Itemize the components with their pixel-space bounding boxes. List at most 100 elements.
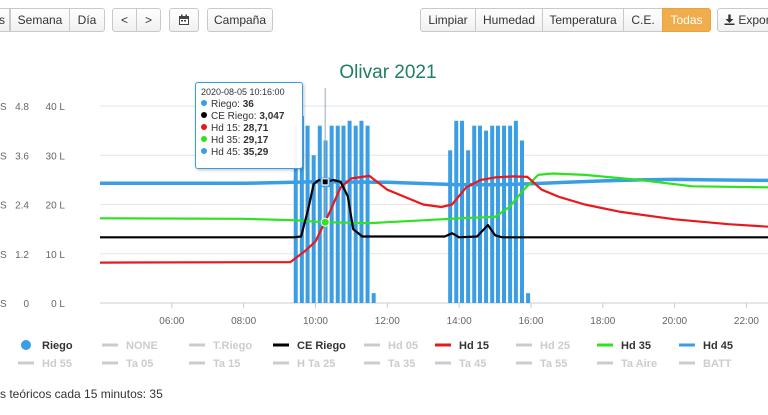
x-tick-label: 22:00 (734, 316, 759, 327)
x-tick-label: 14:00 (447, 316, 472, 327)
riego-bar (490, 125, 495, 303)
humidity-button[interactable]: Humedad (475, 8, 543, 32)
riego-bar (293, 125, 298, 303)
tooltip-value: 36 (242, 99, 254, 110)
riego-bar (365, 125, 370, 303)
riego-bar (526, 293, 531, 303)
riego-bar (502, 125, 507, 303)
riego-bar (460, 120, 465, 304)
tooltip: 2020-08-05 10:16:00 Riego: 36 CE Riego: 3… (195, 82, 303, 169)
riego-bar (359, 120, 364, 304)
tooltip-label: Hd 45: (211, 147, 244, 158)
legend-item-label: Ta 15 (213, 358, 240, 370)
range-button-week[interactable]: Semana (10, 8, 70, 32)
legend-item-label: T.Riego (213, 340, 252, 352)
y-right-tick-label: 4.8 (15, 102, 29, 113)
riego-bar (513, 120, 518, 304)
y-right-tick-label: 0 (23, 299, 29, 310)
tooltip-value: 35,29 (243, 147, 269, 158)
chart-title: Olivar 2021 (339, 62, 436, 83)
tooltip-row: Hd 35: 29,17 (201, 135, 297, 147)
hover-point-hd35 (320, 217, 330, 227)
legend-item-label: Hd 15 (459, 340, 489, 352)
riego-bar (341, 125, 346, 303)
riego-bar (353, 125, 358, 303)
chart-frame: Olivar 2021 0 L 0 S 10 L 1.2 S 20 L 2.4 S 30 L 3.6… (0, 44, 768, 415)
riego-bar (466, 150, 471, 303)
tooltip-value: 29,17 (243, 135, 269, 146)
export-label: Expor (738, 13, 768, 27)
chart: Olivar 2021 0 L 0 S 10 L 1.2 S 20 L 2.4 S 30 L 3.6… (0, 62, 768, 370)
y-left-tick-label: 10 L (46, 250, 66, 261)
y-far-tick-label: S (0, 299, 7, 310)
legend-item-label: Ta Aire (621, 358, 657, 370)
riego-bar (317, 125, 322, 303)
tooltip-label: CE Riego: (211, 111, 260, 122)
y-far-tick-label: S (0, 151, 7, 162)
toolbar: s Semana Día < > Campaña Limpiar Humedad… (0, 8, 768, 34)
riego-bar (472, 125, 477, 303)
tooltip-row: Hd 15: 28,71 (201, 123, 297, 135)
legend-item-label: Ta 45 (459, 358, 486, 370)
y-right-tick-label: 1.2 (15, 250, 29, 261)
irrigation-note: s teóricos cada 15 minutos: 35 (0, 387, 163, 401)
y-left-tick-label: 20 L (46, 201, 66, 212)
y-left-tick-label: 30 L (46, 151, 66, 162)
riego-bar (329, 125, 334, 303)
riego-bar (335, 125, 340, 303)
series-line-ce-riego (100, 178, 768, 239)
tooltip-row: CE Riego: 3,047 (201, 111, 297, 123)
x-tick-label: 12:00 (375, 316, 400, 327)
tooltip-dot (201, 136, 207, 142)
x-tick-label: 10:00 (303, 316, 328, 327)
range-button-day[interactable]: Día (69, 8, 105, 32)
riego-bar (519, 140, 524, 303)
riego-bar (311, 155, 316, 303)
y-right-tick-label: 2.4 (15, 201, 29, 212)
legend-item-label: Hd 05 (388, 340, 418, 352)
tooltip-dot (201, 124, 207, 130)
legend-item-label: Riego (42, 340, 73, 352)
legend-item-label: Ta 35 (388, 358, 415, 370)
riego-bar (299, 115, 304, 303)
tooltip-value: 3,047 (259, 111, 285, 122)
y-left-tick-label: 40 L (46, 102, 66, 113)
y-far-tick-label: S (0, 250, 7, 261)
y-far-tick-label: S (0, 201, 7, 212)
legend-item-label: Ta 55 (540, 358, 567, 370)
legend-symbol (21, 340, 31, 350)
legend-item-label: Hd 35 (621, 340, 651, 352)
calendar-icon (179, 14, 189, 25)
riego-bar (448, 150, 453, 303)
all-button[interactable]: Todas (662, 8, 711, 32)
calendar-button[interactable] (169, 8, 199, 32)
series-line-hd-15 (99, 174, 768, 264)
tooltip-dot (201, 112, 207, 118)
tooltip-row: Riego: 36 (201, 99, 297, 111)
riego-bar (454, 120, 459, 304)
legend-item-label: Hd 45 (703, 340, 733, 352)
range-button-month[interactable]: s (0, 8, 10, 32)
tooltip-dot (201, 148, 207, 154)
tooltip-date: 2020-08-05 10:16:00 (201, 87, 285, 97)
prev-button[interactable]: < (112, 8, 137, 32)
y-far-tick-label: S (0, 102, 7, 113)
ce-button[interactable]: C.E. (623, 8, 663, 32)
legend-item-label: Hd 55 (42, 358, 72, 370)
legend-item-label: NONE (126, 340, 158, 352)
export-button[interactable]: Expor (717, 8, 768, 32)
tooltip-label: Hd 15: (211, 123, 244, 134)
legend-item-label: Hd 25 (540, 340, 570, 352)
tooltip-label: Hd 35: (211, 135, 244, 146)
x-tick-label: 06:00 (159, 316, 184, 327)
x-tick-label: 18:00 (590, 316, 615, 327)
riego-bar (371, 293, 376, 303)
next-button[interactable]: > (136, 8, 161, 32)
hover-point-ce (321, 178, 329, 186)
download-icon (724, 14, 735, 25)
series-line-hd-35 (99, 172, 768, 225)
clear-button[interactable]: Limpiar (420, 8, 476, 32)
temperature-button[interactable]: Temperatura (542, 8, 624, 32)
tooltip-row: Hd 45: 35,29 (201, 147, 297, 159)
campaign-button[interactable]: Campaña (207, 8, 273, 32)
